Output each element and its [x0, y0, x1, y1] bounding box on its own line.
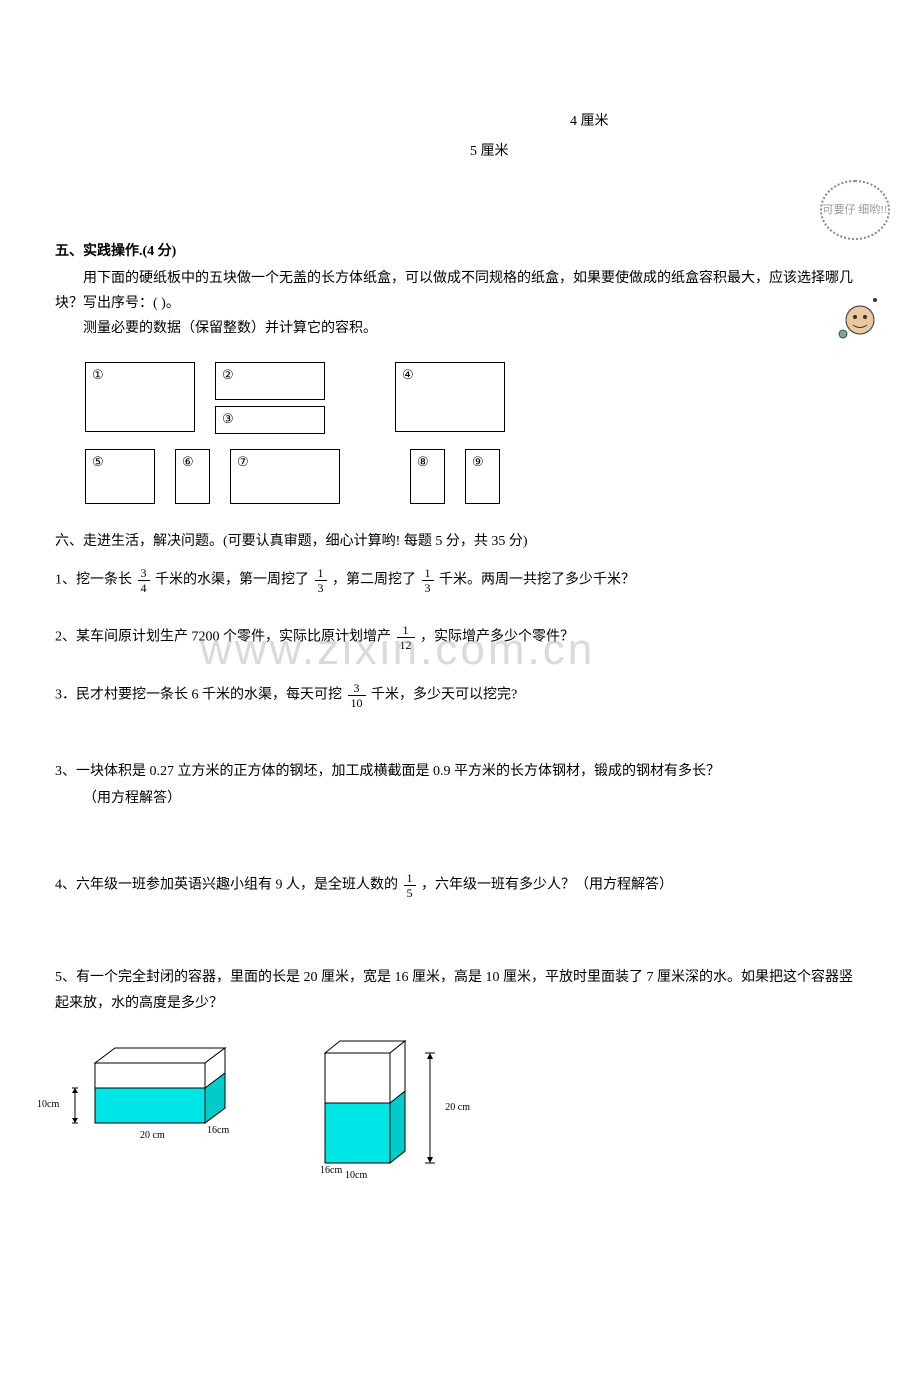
q2-frac: 112: [397, 624, 415, 651]
label-5cm: 5 厘米: [470, 140, 509, 160]
section-6-title: 六、走进生活，解决问题。(可要认真审题，细心计算哟! 每题 5 分，共 35 分…: [55, 529, 865, 556]
boards-container: ① ② ③ ④ ⑤ ⑥ ⑦ ⑧ ⑨: [85, 362, 865, 504]
board-4: ④: [395, 362, 505, 432]
d1-h: 10cm: [37, 1095, 59, 1114]
question-5: 5、有一个完全封闭的容器，里面的长是 20 厘米，宽是 16 厘米，高是 10 …: [55, 965, 865, 1194]
q3b-line2: （用方程解答）: [83, 786, 865, 813]
section-5-line2: 测量必要的数据（保留整数）并计算它的容积。: [55, 316, 865, 341]
board-row-2: ⑤ ⑥ ⑦ ⑧ ⑨: [85, 449, 865, 504]
q3a-frac: 310: [348, 682, 366, 709]
q3a-post: 千米，多少天可以挖完?: [371, 688, 517, 703]
question-1: 1、挖一条长 34 千米的水渠，第一周挖了 13 ，第二周挖了 13 千米。两周…: [55, 567, 865, 594]
q1-frac1: 34: [138, 567, 150, 594]
board-1: ①: [85, 362, 195, 432]
q1-frac2: 13: [315, 567, 327, 594]
board-2: ②: [215, 362, 325, 400]
diagram-2: 10cm 16cm 20 cm: [305, 1033, 465, 1194]
question-3b: 3、一块体积是 0.27 立方米的正方体的钢坯，加工成横截面是 0.9 平方米的…: [55, 759, 865, 812]
label-4cm: 4 厘米: [570, 110, 609, 130]
board-9: ⑨: [465, 449, 500, 504]
q1-post: 千米。两周一共挖了多少千米？: [439, 573, 635, 588]
q3b-line1: 3、一块体积是 0.27 立方米的正方体的钢坯，加工成横截面是 0.9 平方米的…: [55, 759, 865, 786]
board-7: ⑦: [230, 449, 340, 504]
section-5-line1: 用下面的硬纸板中的五块做一个无盖的长方体纸盒，可以做成不同规格的纸盒，如果要使做…: [55, 266, 865, 316]
diagrams: 20 cm 16cm 10cm 10cm: [65, 1033, 865, 1194]
q4-pre: 4、六年级一班参加英语兴趣小组有 9 人，是全班人数的: [55, 878, 398, 893]
q1-mid2: ，第二周挖了: [332, 573, 416, 588]
question-2: 2、某车间原计划生产 7200 个零件，实际比原计划增产 112 ，实际增产多少…: [55, 624, 865, 651]
d1-w: 20 cm: [140, 1130, 165, 1141]
q2-post: ，实际增产多少个零件？: [420, 630, 574, 645]
q2-pre: 2、某车间原计划生产 7200 个零件，实际比原计划增产: [55, 630, 391, 645]
board-stack-23: ② ③: [215, 362, 325, 434]
mascot-icon: [835, 290, 885, 340]
section-5-title: 五、实践操作.(4 分): [55, 240, 865, 260]
question-4: 4、六年级一班参加英语兴趣小组有 9 人，是全班人数的 15 ，六年级一班有多少…: [55, 872, 865, 899]
q5-text: 5、有一个完全封闭的容器，里面的长是 20 厘米，宽是 16 厘米，高是 10 …: [55, 965, 865, 1018]
d1-d: 16cm: [207, 1125, 229, 1136]
d2-w: 10cm: [345, 1170, 367, 1181]
q1-pre: 1、挖一条长: [55, 573, 132, 588]
board-5: ⑤: [85, 449, 155, 504]
section-5: 五、实践操作.(4 分) 用下面的硬纸板中的五块做一个无盖的长方体纸盒，可以做成…: [55, 240, 865, 504]
q1-mid1: 千米的水渠，第一周挖了: [155, 573, 309, 588]
section-6: 六、走进生活，解决问题。(可要认真审题，细心计算哟! 每题 5 分，共 35 分…: [55, 529, 865, 1194]
q1-frac3: 13: [422, 567, 434, 594]
board-6: ⑥: [175, 449, 210, 504]
d2-h: 20 cm: [445, 1098, 470, 1117]
q4-frac: 15: [404, 872, 416, 899]
question-3a: 3．民才村要挖一条长 6 千米的水渠，每天可挖 310 千米，多少天可以挖完?: [55, 682, 865, 709]
d2-d: 16cm: [320, 1165, 342, 1176]
diagram-1: 20 cm 16cm 10cm: [65, 1033, 245, 1194]
board-3: ③: [215, 406, 325, 434]
q3a-pre: 3．民才村要挖一条长 6 千米的水渠，每天可挖: [55, 688, 342, 703]
q4-post: ，六年级一班有多少人？（用方程解答）: [421, 878, 673, 893]
board-row-1: ① ② ③ ④: [85, 362, 865, 434]
speech-bubble: 可要仔 细哟!!: [820, 180, 890, 240]
board-8: ⑧: [410, 449, 445, 504]
